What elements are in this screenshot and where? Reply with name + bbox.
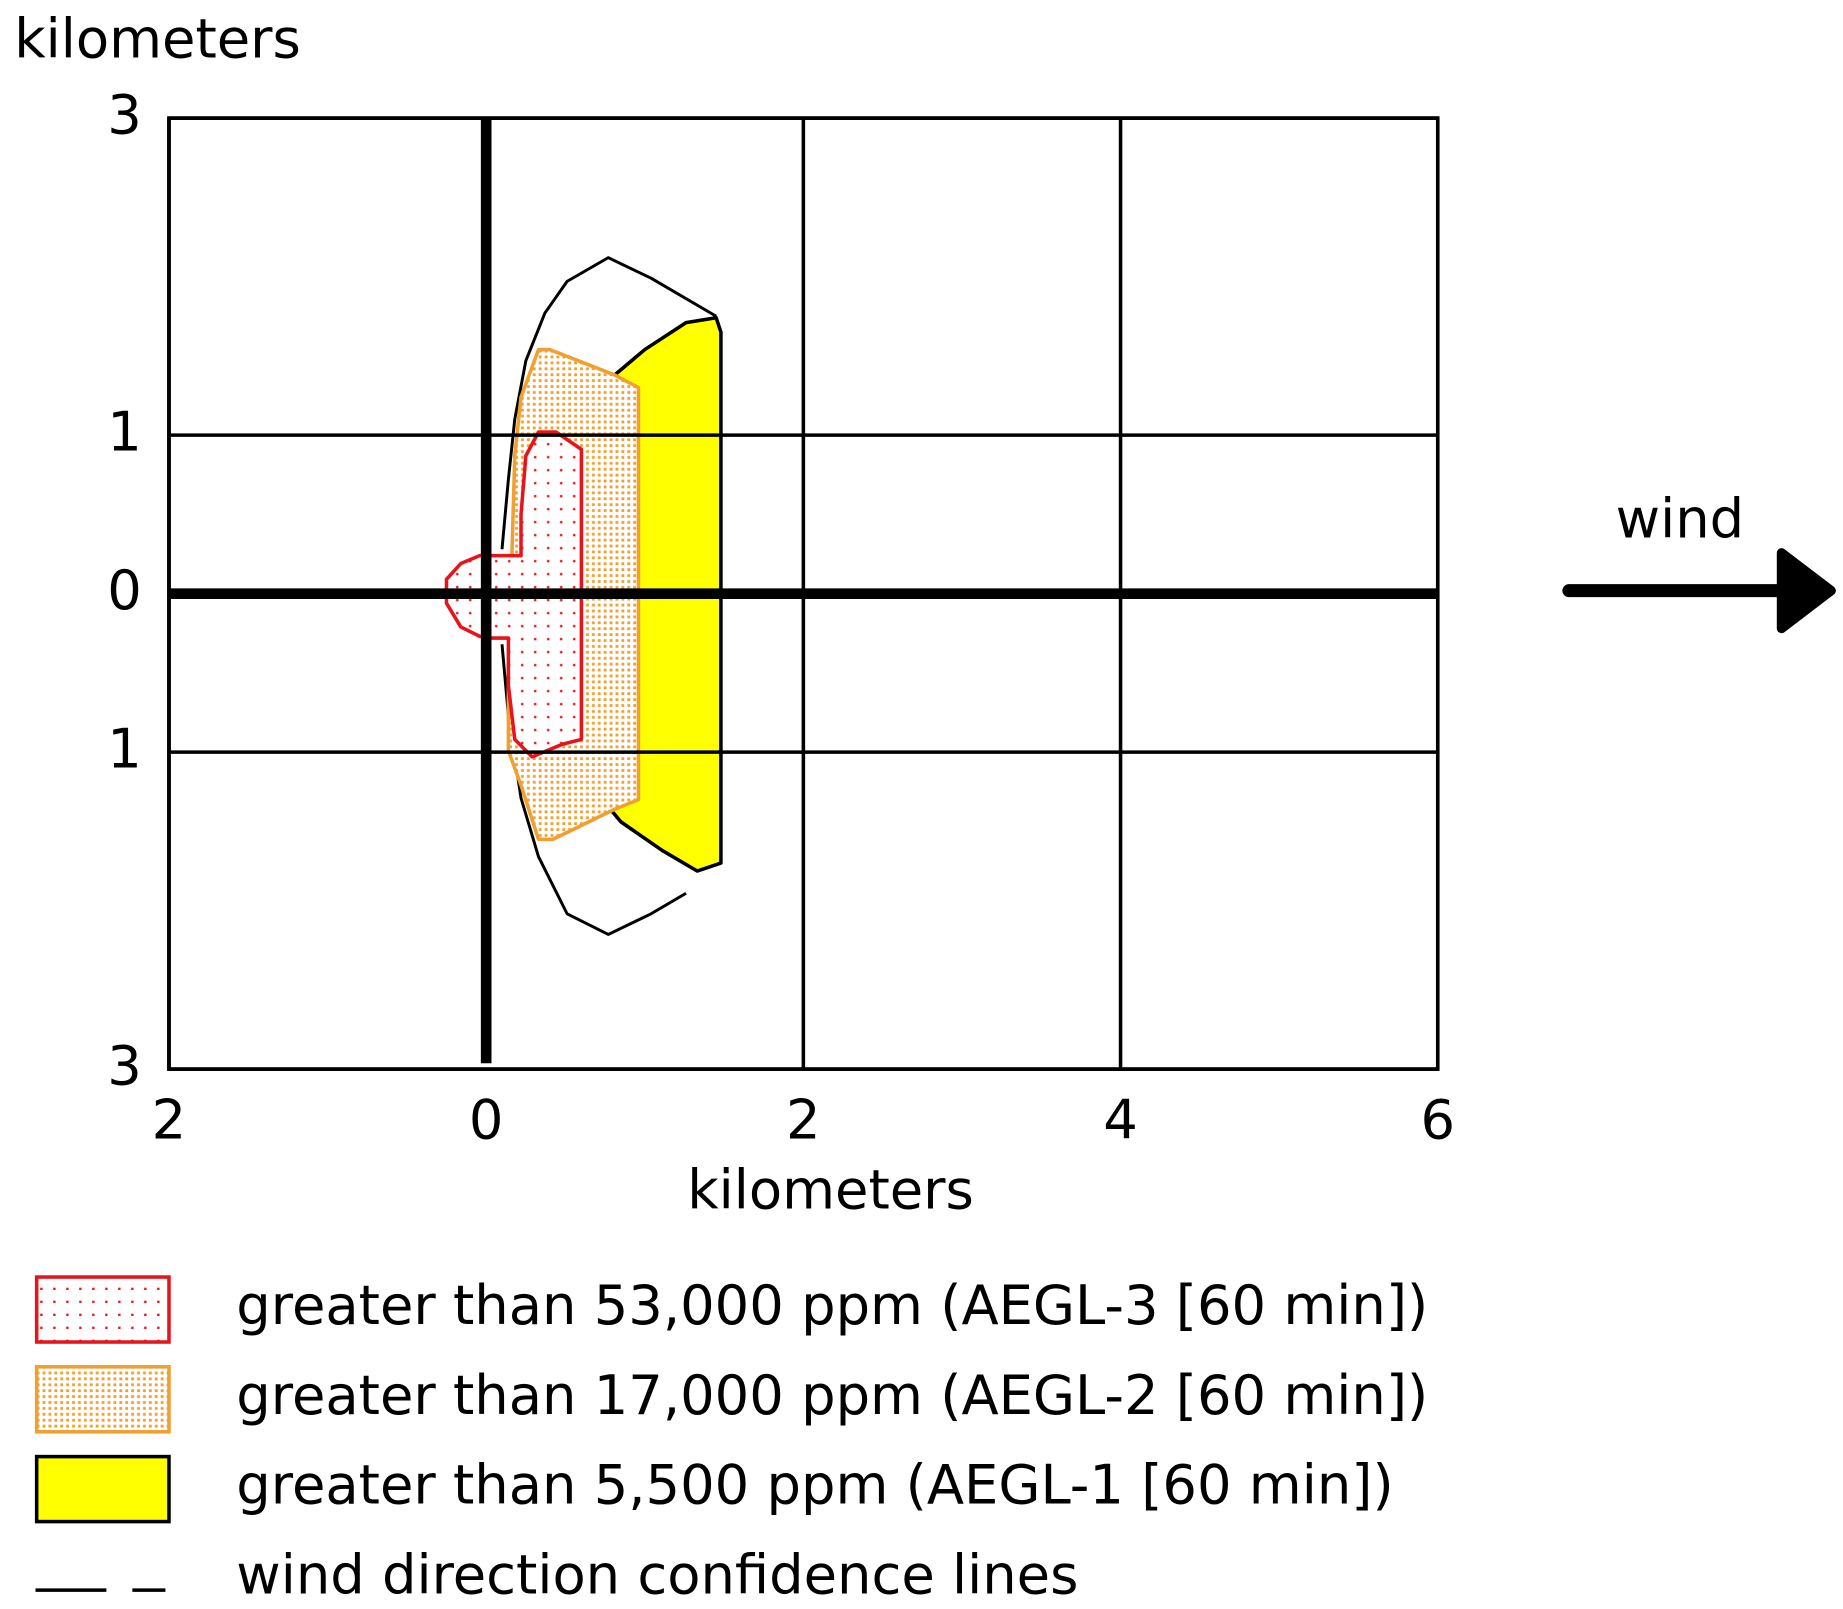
- x-tick-label: 4: [1103, 1089, 1138, 1152]
- y-tick-label: 1: [107, 717, 142, 780]
- legend-label: greater than 53,000 ppm (AEGL-3 [60 min]…: [236, 1274, 1428, 1337]
- y-tick-label: 0: [107, 559, 142, 622]
- wind-label: wind: [1616, 487, 1744, 550]
- x-tick-label: 0: [469, 1089, 504, 1152]
- legend-swatch: [34, 1365, 171, 1434]
- plot-frame: [167, 116, 1440, 1071]
- legend-swatch: [34, 1275, 171, 1344]
- y-axis-title: kilometers: [14, 8, 301, 71]
- x-tick-label: 2: [152, 1089, 187, 1152]
- legend-label: greater than 5,500 ppm (AEGL-1 [60 min]): [236, 1454, 1393, 1517]
- legend-label: wind direction confidence lines: [236, 1543, 1078, 1606]
- wind-arrow: [1562, 548, 1836, 634]
- y-tick-label: 3: [107, 83, 142, 146]
- y-tick-label: 1: [107, 400, 142, 463]
- x-tick-label: 6: [1420, 1089, 1455, 1152]
- legend-swatch: [34, 1454, 171, 1524]
- legend-label: greater than 17,000 ppm (AEGL-2 [60 min]…: [236, 1364, 1428, 1427]
- y-tick-label: 3: [107, 1034, 142, 1097]
- x-tick-label: 2: [786, 1089, 821, 1152]
- x-axis-title: kilometers: [687, 1158, 974, 1221]
